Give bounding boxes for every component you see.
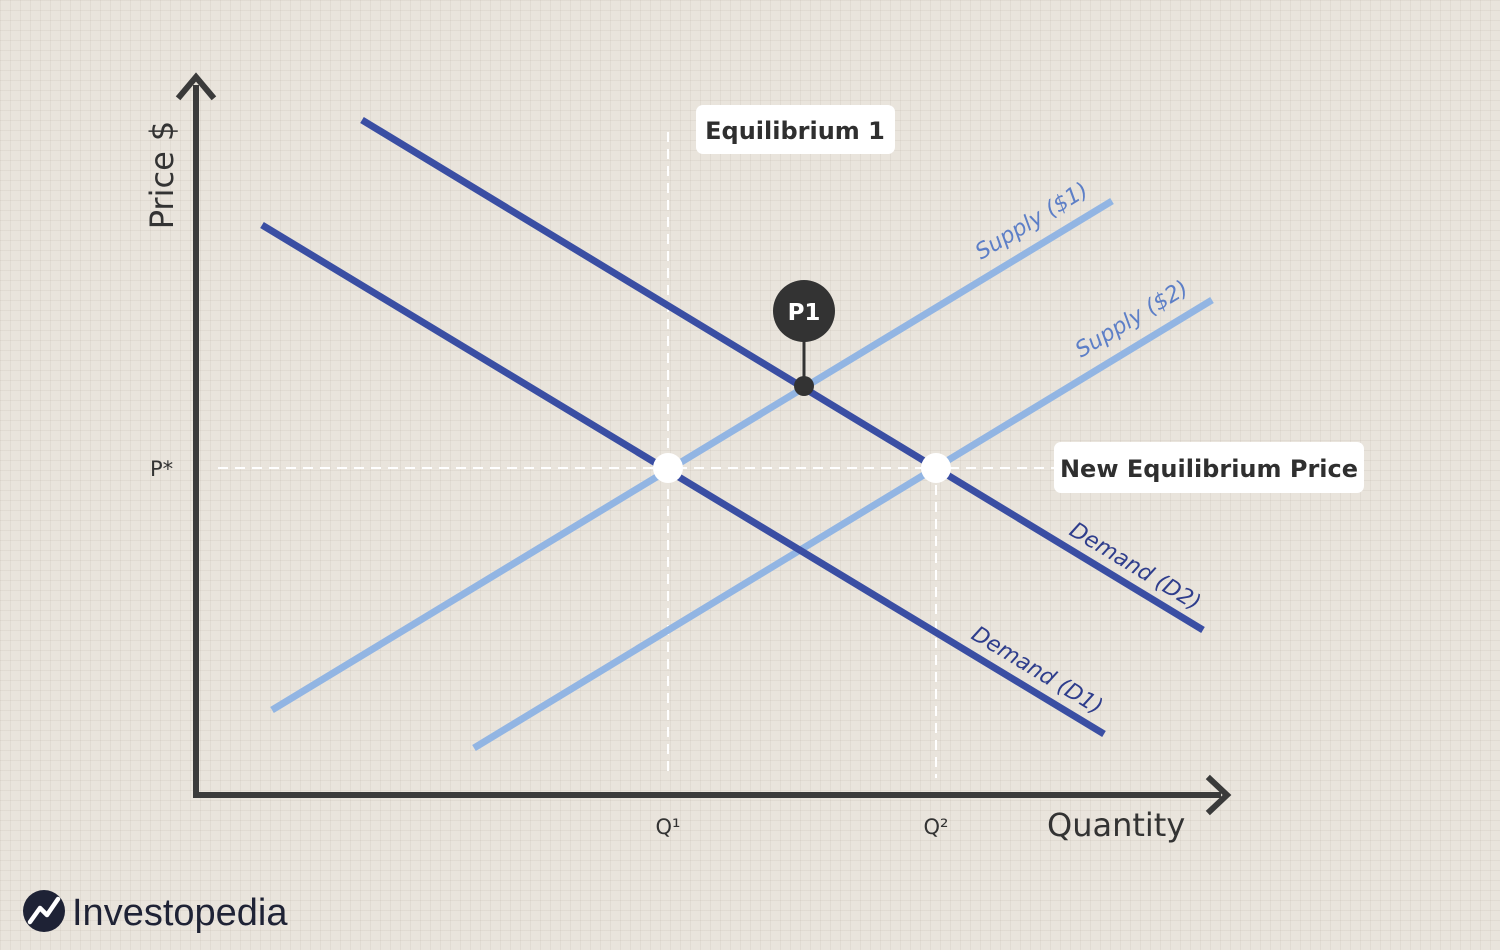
investopedia-logo: Investopedia bbox=[23, 890, 288, 934]
supply-curves bbox=[270, 198, 1214, 751]
equilibrium-1-box bbox=[696, 105, 895, 154]
demand-1-line bbox=[260, 222, 1106, 737]
demand-2-label: Demand (D2) bbox=[1065, 518, 1205, 616]
investopedia-logo-swoosh-icon bbox=[27, 896, 61, 925]
new-equilibrium-point bbox=[921, 453, 951, 483]
x-tick-q2: Q² bbox=[924, 815, 949, 839]
axis-frame bbox=[193, 85, 1221, 798]
p1-bubble bbox=[773, 280, 835, 342]
y-axis-title: Price $ bbox=[143, 121, 181, 230]
new-equilibrium-text: New Equilibrium Price bbox=[1060, 455, 1358, 483]
p1-marker: P1 bbox=[773, 280, 835, 396]
supply-2-line bbox=[472, 297, 1214, 751]
x-axis-arrow-icon bbox=[1205, 774, 1232, 816]
equilibrium-1-callout: Equilibrium 1 bbox=[696, 105, 895, 154]
new-equilibrium-box bbox=[1054, 442, 1364, 493]
y-tick-p-star: P* bbox=[150, 457, 173, 481]
p1-label: P1 bbox=[788, 300, 821, 326]
y-axis-arrow-icon bbox=[175, 72, 217, 101]
equilibrium-1-text: Equilibrium 1 bbox=[705, 117, 885, 145]
investopedia-logo-text: Investopedia bbox=[72, 892, 288, 934]
axes bbox=[175, 72, 1232, 816]
x-tick-q1: Q¹ bbox=[656, 815, 681, 839]
demand-1-label: Demand (D1) bbox=[967, 622, 1107, 720]
p1-point bbox=[794, 376, 814, 396]
new-equilibrium-callout: New Equilibrium Price bbox=[1054, 442, 1364, 493]
demand-2-line bbox=[360, 117, 1205, 633]
equilibrium-1-point bbox=[653, 453, 683, 483]
supply-1-line bbox=[270, 198, 1114, 713]
x-axis-title: Quantity bbox=[1047, 806, 1185, 844]
demand-curves bbox=[260, 117, 1205, 737]
